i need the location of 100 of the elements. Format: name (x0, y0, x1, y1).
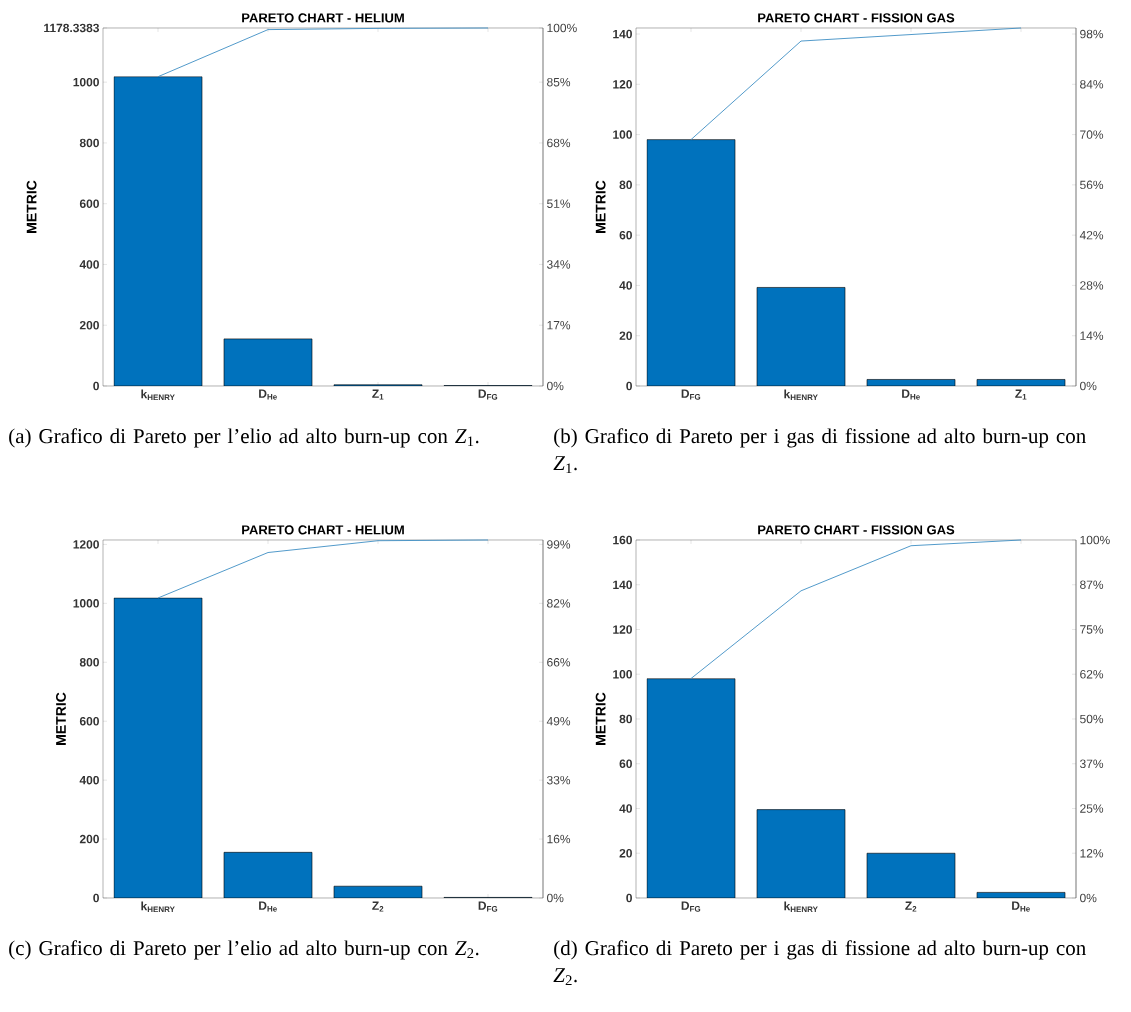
chart-title: PARETO CHART - FISSION GAS (758, 525, 955, 535)
y2-tick-label: 0% (547, 381, 564, 391)
y-tick-label: 800 (79, 658, 99, 667)
bar (647, 678, 736, 898)
text: (a) Grafico di Pareto per l’elio ad alto burn-up con Z$_{1}$. (9, 428, 479, 448)
x-tick-label: D$_{FG}$ (478, 901, 498, 912)
y-tick-label: 1000 (73, 599, 99, 608)
line-series (157, 539, 489, 599)
y2-tick-label: 28% (1080, 281, 1104, 290)
y-tick-label: 0 (626, 893, 632, 903)
y2-tick-label: 99% (547, 540, 571, 549)
y2-tick-label: 85% (547, 77, 571, 87)
y-tick-label: 400 (79, 260, 99, 269)
y2-tick-label: 75% (1080, 625, 1104, 634)
y-tick-label: 100 (613, 670, 632, 679)
y2-tick-label: 25% (1080, 804, 1104, 813)
y-tick-label: 60 (619, 759, 632, 768)
x-tick-label: D$_{FG}$ (681, 901, 701, 912)
x-tick-label: k$_{HENRY}$ (784, 901, 818, 913)
y2-tick-label: 0% (1080, 381, 1097, 391)
y-axis-title: METRIC (595, 692, 606, 745)
y2-tick-label: 100% (547, 23, 577, 33)
bar (757, 809, 846, 898)
bar (113, 76, 203, 386)
line-series (690, 539, 1022, 679)
y-axis-title: METRIC (55, 692, 66, 745)
bar (867, 853, 956, 898)
y2-tick-label: 56% (1080, 180, 1104, 190)
y-tick-label: 20 (619, 849, 632, 858)
bar (333, 885, 423, 898)
y2-tick-label: 0% (1080, 893, 1097, 903)
y-tick-label: 800 (79, 138, 99, 148)
y2-tick-label: 14% (1080, 331, 1104, 340)
y2-tick-label: 62% (1080, 670, 1104, 679)
x-tick-label: Z$_{1}$ (1015, 389, 1027, 400)
x-tick-label: k$_{HENRY}$ (141, 901, 175, 913)
y2-tick-label: 33% (546, 775, 571, 785)
y-tick-label: 40 (619, 804, 632, 813)
y2-tick-label: 49% (546, 716, 571, 726)
y-tick-label: 200 (79, 834, 99, 844)
bar (113, 597, 203, 898)
line-series (690, 27, 1022, 141)
y2-tick-label: 66% (547, 658, 571, 667)
y-tick-label: 80 (619, 180, 632, 190)
chart-title: PARETO CHART - HELIUM (242, 525, 404, 535)
x-tick-label: Z$_{2}$ (905, 901, 917, 912)
y-tick-label: 140 (613, 29, 632, 39)
y2-tick-label: 68% (547, 138, 571, 148)
chart-title: PARETO CHART - HELIUM (242, 13, 404, 23)
y2-tick-label: 82% (547, 599, 571, 608)
y-tick-label: 120 (613, 625, 632, 634)
x-tick-label: Z$_{1}$ (372, 389, 384, 400)
x-tick-label: D$_{He}$ (1012, 901, 1030, 912)
y-tick-label: 1000 (73, 77, 99, 87)
bar (647, 139, 736, 386)
x-tick-label: D$_{He}$ (902, 389, 920, 400)
y2-tick-label: 42% (1079, 230, 1104, 240)
y2-tick-label: 0% (547, 893, 564, 903)
y2-tick-label: 12% (1080, 849, 1104, 858)
y-tick-label: 20 (619, 331, 632, 340)
x-tick-label: D$_{He}$ (259, 901, 277, 912)
x-tick-label: k$_{HENRY}$ (784, 389, 818, 401)
y-tick-label: 80 (619, 714, 632, 724)
x-tick-label: D$_{FG}$ (681, 389, 701, 400)
y-tick-label: 200 (79, 320, 99, 330)
y2-tick-label: 37% (1080, 759, 1104, 768)
y-tick-label: 0 (626, 381, 632, 391)
y2-tick-label: 70% (1080, 130, 1104, 139)
y-tick-label: 1200 (73, 540, 99, 549)
text: (c) Grafico di Pareto per l’elio ad alto burn-up con Z$_{2}$. (9, 940, 479, 960)
y-axis-title: METRIC (595, 180, 606, 233)
x-tick-label: D$_{FG}$ (478, 389, 498, 400)
y2-tick-label: 84% (1080, 80, 1104, 89)
x-tick-label: k$_{HENRY}$ (141, 389, 175, 401)
line-series (157, 27, 489, 78)
y2-tick-label: 51% (547, 199, 571, 208)
y-tick-label: 40 (619, 281, 632, 290)
y2-tick-label: 34% (546, 260, 571, 269)
y-tick-label: 140 (613, 580, 632, 589)
y-tick-label: 400 (79, 775, 99, 785)
bar (757, 287, 846, 386)
chart-title: PARETO CHART - FISSION GAS (758, 13, 955, 23)
y2-tick-label: 100% (1080, 535, 1110, 545)
text: (d) Grafico di Pareto per i gas di fissione ad alto burn-up con Z$_{2}$. (553, 940, 1086, 986)
x-tick-label: Z$_{2}$ (372, 901, 384, 912)
y-tick-label: 0 (93, 893, 99, 903)
bar (223, 338, 313, 386)
y2-tick-label: 50% (1080, 714, 1104, 724)
text: (b) Grafico di Pareto per i gas di fissione ad alto burn-up con Z$_{1}$. (553, 428, 1086, 474)
y-tick-label: 160 (613, 535, 632, 545)
y2-tick-label: 17% (547, 321, 571, 330)
y-tick-label: 1178.3383 (44, 23, 100, 33)
y-tick-label: 100 (613, 130, 632, 139)
y-tick-label: 60 (619, 230, 632, 240)
y-tick-label: 600 (79, 716, 99, 726)
y-tick-label: 0 (93, 381, 99, 391)
x-tick-label: D$_{He}$ (259, 389, 277, 400)
y-axis-title: METRIC (26, 180, 37, 233)
y2-tick-label: 98% (1080, 29, 1104, 39)
y-tick-label: 600 (79, 199, 99, 208)
